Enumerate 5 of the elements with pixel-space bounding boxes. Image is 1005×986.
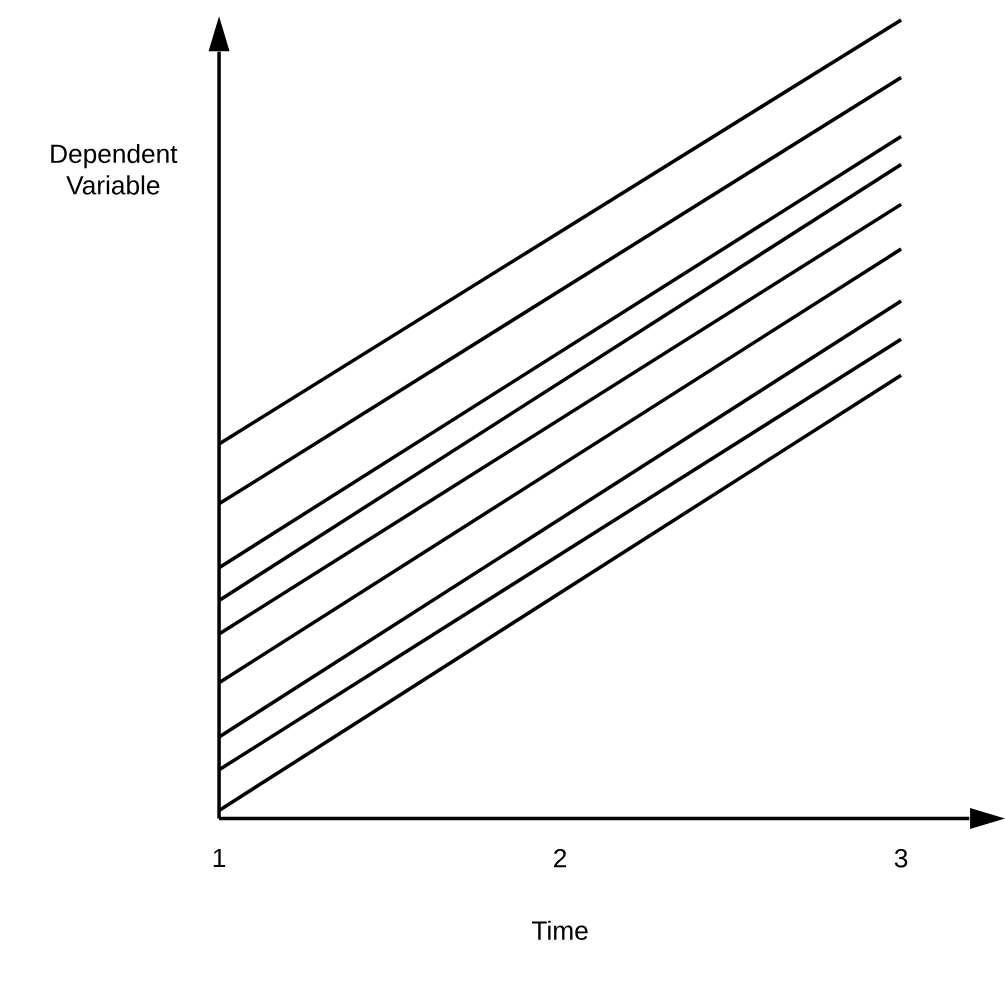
x-axis-title: Time: [532, 920, 588, 941]
x-tick-label: 2: [554, 849, 567, 868]
y-axis-title: Dependent Variable: [51, 144, 178, 195]
x-tick-label: 1: [213, 849, 226, 868]
x-tick-label: 3: [894, 849, 908, 868]
